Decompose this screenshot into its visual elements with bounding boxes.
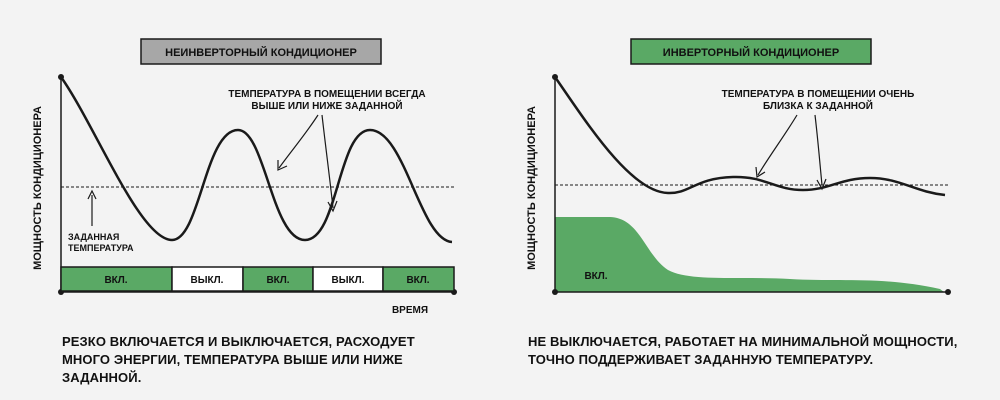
right-annotation-arrow-2 [814, 114, 823, 186]
left-setpoint-label-1: ЗАДАННАЯ [68, 232, 119, 242]
state-segment-5 [382, 266, 455, 292]
right-annotation-arrowhead-2 [816, 178, 827, 191]
right-y-axis-label: МОЩНОСТЬ КОНДИЦИОНЕРА [526, 106, 538, 270]
right-axis-dot-origin [552, 289, 558, 295]
right-temperature-curve [553, 76, 946, 197]
left-annotation-line-1: ТЕМПЕРАТУРА В ПОМЕЩЕНИИ ВСЕГДА [228, 89, 425, 100]
left-y-axis-label: МОЩНОСТЬ КОНДИЦИОНЕРА [32, 106, 44, 270]
left-annotation-arrow-1 [278, 114, 319, 169]
left-setpoint-arrowhead [87, 189, 97, 200]
right-annotation-line-1: ТЕМПЕРАТУРА В ПОМЕЩЕНИИ ОЧЕНЬ [722, 89, 915, 100]
right-title-box [630, 38, 872, 65]
left-panel: НЕИНВЕРТОРНЫЙ КОНДИЦИОНЕР МОЩНОСТЬ КОНДИ… [32, 38, 457, 316]
state-segment-3 [242, 266, 314, 292]
left-title-box [140, 38, 382, 65]
left-temperature-curve [59, 76, 453, 244]
right-panel: ИНВЕРТОРНЫЙ КОНДИЦИОНЕР МОЩНОСТЬ КОНДИЦИ… [526, 38, 951, 295]
left-annotation-line-2: ВЫШЕ ИЛИ НИЖЕ ЗАДАННОЙ [251, 99, 402, 112]
right-annotation-line-2: БЛИЗКА К ЗАДАННОЙ [763, 99, 873, 112]
right-title: ИНВЕРТОРНЫЙ КОНДИЦИОНЕР [663, 46, 839, 59]
state-segment-3-label: ВКЛ. [266, 275, 289, 286]
state-segment-1-label: ВКЛ. [104, 275, 127, 286]
state-segment-4-label: ВЫКЛ. [332, 275, 365, 286]
left-title: НЕИНВЕРТОРНЫЙ КОНДИЦИОНЕР [165, 46, 357, 59]
state-segment-5-label: ВКЛ. [406, 275, 429, 286]
right-power-area [555, 217, 944, 292]
left-state-bar: ВКЛ. ВЫКЛ. ВКЛ. ВЫКЛ. ВКЛ. [60, 266, 455, 292]
right-annotation-arrowhead-1 [755, 166, 766, 179]
state-segment-2 [171, 266, 244, 292]
left-x-axis-label: ВРЕМЯ [392, 305, 428, 316]
left-annotation-arrow-2 [321, 114, 334, 209]
left-annotation-arrowhead-2 [327, 200, 338, 213]
right-axis-dot-end [945, 289, 951, 295]
right-area-label: ВКЛ. [584, 271, 607, 282]
left-caption: РЕЗКО ВКЛЮЧАЕТСЯ И ВЫКЛЮЧАЕТСЯ, РАСХОДУЕ… [62, 334, 415, 385]
right-caption: НЕ ВЫКЛЮЧАЕТСЯ, РАБОТАЕТ НА МИНИМАЛЬНОЙ … [528, 334, 958, 367]
left-setpoint-label-2: ТЕМПЕРАТУРА [68, 243, 134, 253]
state-segment-2-label: ВЫКЛ. [191, 275, 224, 286]
right-annotation-arrow-1 [757, 114, 798, 176]
state-segment-1 [60, 266, 173, 292]
left-annotation-arrowhead-1 [277, 160, 288, 171]
